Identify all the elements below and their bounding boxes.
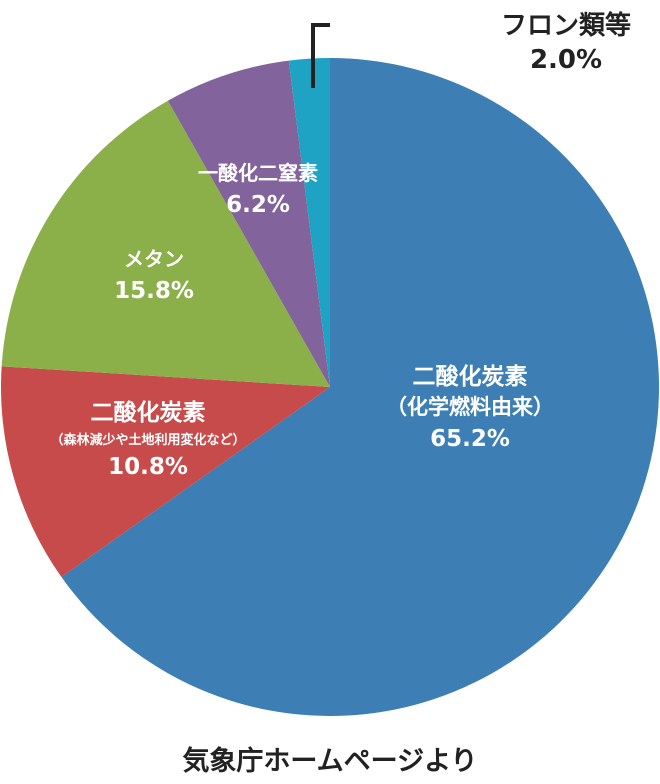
- slices-layer: [1, 58, 660, 716]
- slice-label-n2o: 一酸化二窒素: [198, 161, 318, 185]
- source-caption: 気象庁ホームページより: [182, 745, 477, 777]
- slice-co2-fossil: [61, 58, 660, 716]
- slice-sublabel-co2-fossil: （化学燃料由来）: [386, 395, 554, 419]
- slice-value-n2o: 6.2%: [226, 192, 290, 218]
- slice-label-co2-landuse: 二酸化炭素: [91, 399, 206, 426]
- slice-label-fluorocarbons: フロン類等: [501, 10, 631, 41]
- slice-value-co2-fossil: 65.2%: [430, 426, 510, 452]
- slice-methane: [1, 100, 331, 388]
- slice-co2-landuse: [1, 366, 331, 578]
- slice-value-co2-landuse: 10.8%: [108, 454, 188, 480]
- slice-n2o: [167, 60, 330, 387]
- slice-sublabel-co2-landuse: （森林減少や土地利用変化など）: [50, 432, 245, 448]
- labels-layer: 二酸化炭素 （化学燃料由来） 65.2% 二酸化炭素 （森林減少や土地利用変化な…: [50, 10, 631, 480]
- slice-value-fluorocarbons: 2.0%: [530, 45, 602, 75]
- fron-leader-line: [311, 23, 330, 88]
- slice-label-methane: メタン: [124, 247, 184, 271]
- slice-value-methane: 15.8%: [114, 278, 194, 304]
- slice-label-co2-fossil: 二酸化炭素: [413, 363, 528, 390]
- slice-fluorocarbons: [288, 58, 330, 387]
